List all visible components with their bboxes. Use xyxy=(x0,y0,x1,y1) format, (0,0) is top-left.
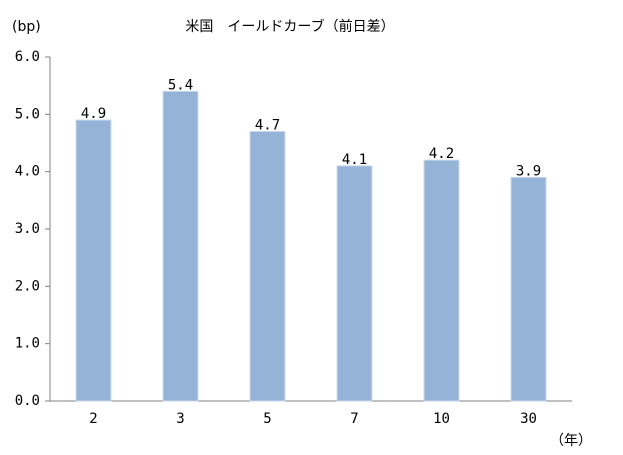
chart-title: 米国 イールドカーブ（前日差） xyxy=(185,18,394,35)
x-tick-label: 5 xyxy=(263,411,271,427)
y-tick-label: 5.0 xyxy=(15,106,40,122)
value-label: 4.7 xyxy=(255,118,280,134)
value-label: 4.1 xyxy=(342,152,367,168)
bar xyxy=(510,176,547,402)
value-label: 5.4 xyxy=(168,77,193,93)
y-axis-label: (bp) xyxy=(12,19,41,35)
bar xyxy=(162,90,199,402)
y-tick-label: 3.0 xyxy=(15,221,40,237)
x-tick-label: 10 xyxy=(433,411,450,427)
bar xyxy=(75,119,112,402)
y-tick-label: 2.0 xyxy=(15,278,40,294)
y-tick-label: 0.0 xyxy=(15,393,40,409)
x-tick-label: 7 xyxy=(350,411,358,427)
y-tick-label: 1.0 xyxy=(15,336,40,352)
y-tick-label: 4.0 xyxy=(15,164,40,180)
y-tick-label: 6.0 xyxy=(15,49,40,65)
x-tick-label: 30 xyxy=(520,411,537,427)
value-label: 4.9 xyxy=(81,106,106,122)
bar xyxy=(423,159,460,402)
x-axis-label: （年） xyxy=(550,433,592,449)
value-label: 4.2 xyxy=(429,146,454,162)
value-label: 3.9 xyxy=(516,163,541,179)
bar xyxy=(249,131,286,402)
x-tick-label: 2 xyxy=(89,411,97,427)
bar xyxy=(336,165,373,402)
x-tick-label: 3 xyxy=(176,411,184,427)
